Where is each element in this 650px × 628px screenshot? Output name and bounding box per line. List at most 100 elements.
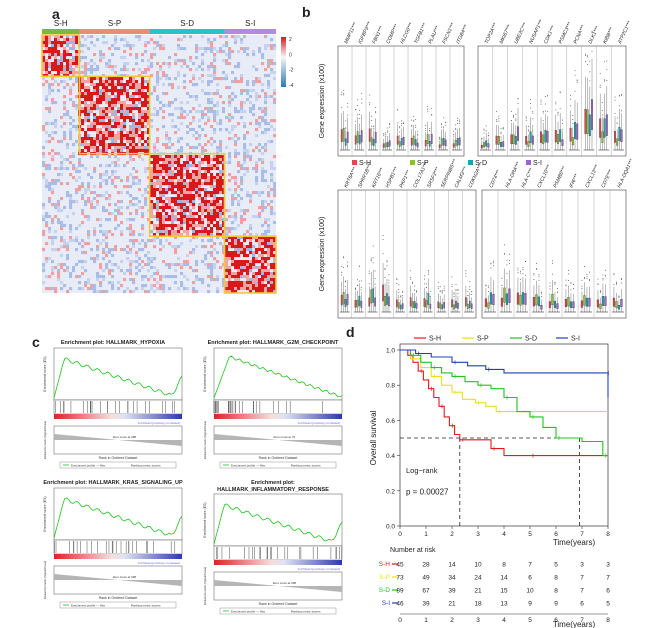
legend-swatch-0 — [352, 160, 357, 165]
box-S-I — [430, 134, 433, 144]
box-S-P — [370, 137, 373, 146]
group-label-2: S-D — [180, 19, 194, 28]
box-S-I — [388, 140, 391, 147]
gsea-xlabel: Rank in Ordered Dataset — [259, 602, 298, 606]
box-S-I — [402, 136, 405, 145]
km-xtick: 1 — [424, 531, 428, 538]
risk-xtick: 8 — [606, 617, 610, 624]
km-ytick: 0.8 — [386, 383, 395, 390]
heatmap-cells — [42, 35, 277, 294]
km-xtick: 7 — [580, 531, 584, 538]
gsea-corr: 'LH=Mean'(positively correlated) — [137, 421, 180, 425]
box-S-D — [553, 300, 557, 308]
box-S-D — [601, 296, 605, 306]
box-S-P — [519, 295, 522, 306]
km-xtick: 3 — [476, 531, 480, 538]
box-S-P — [567, 297, 570, 307]
box-S-H — [438, 144, 441, 149]
box-S-D — [574, 122, 576, 140]
box-S-H — [500, 297, 504, 307]
gsea-xlabel: Rank in Ordered Dataset — [99, 456, 138, 460]
box-S-P — [384, 296, 386, 306]
box-S-I — [524, 293, 527, 305]
gsea-legend-2: Ranking metric scores — [291, 464, 321, 468]
gene-label: ITGB4*** — [455, 23, 469, 45]
gsea-title: Enrichment plot: HALLMARK_HYPOXIA — [61, 340, 165, 346]
gsea-plot-0: Enrichment plot: HALLMARK_HYPOXIA Enrichm… — [43, 340, 183, 469]
legend-swatch-1 — [410, 160, 415, 165]
boxplot-figure: MMP11***IGFBP3***FBN1*** COMP*** HLCG0*** T… — [319, 18, 635, 319]
risk-cell: 9 — [554, 601, 558, 608]
es-curve — [213, 355, 343, 399]
box-S-H — [437, 301, 440, 309]
box-S-H — [599, 118, 602, 138]
gsea-rank-label: Ranked list metric (Signal2Noise) — [203, 421, 207, 459]
risk-xtick: 5 — [528, 617, 532, 624]
gene-label: ATP2C1*** — [617, 19, 634, 45]
risk-cell: 6 — [528, 575, 532, 582]
risk-xtick: 3 — [476, 617, 480, 624]
risk-cell: 7 — [580, 575, 584, 582]
legend-label-2: S-D — [475, 160, 487, 167]
box-S-D — [585, 297, 589, 307]
risk-xtick: 6 — [554, 617, 558, 624]
box-S-I — [492, 293, 495, 306]
risk-xtick: 2 — [450, 617, 454, 624]
box-S-I — [620, 129, 623, 142]
rank-metric-area — [54, 574, 182, 586]
gene-label: DLK1*** — [587, 25, 601, 45]
gene-label: HLA-DQA1*** — [616, 157, 635, 188]
box-S-H — [516, 292, 520, 305]
box-S-P — [412, 135, 415, 145]
box-S-P — [454, 139, 457, 147]
gene-label: HLCG0*** — [399, 21, 414, 45]
gene-label: SRSF2*** — [426, 165, 441, 188]
box-S-D — [400, 138, 403, 146]
box-S-D — [442, 137, 445, 146]
group-label-3: S-I — [245, 19, 255, 28]
box-S-I — [572, 301, 575, 309]
gsea-ylabel: Enrichment score (ES) — [203, 502, 207, 537]
box-S-D — [358, 135, 361, 145]
gene-label: CDK1*** — [543, 24, 557, 45]
box-S-D — [617, 305, 621, 310]
box-S-P — [497, 136, 500, 145]
gene-label: PSMC3*** — [558, 20, 574, 44]
box-S-P — [425, 300, 428, 308]
risk-cell: 34 — [448, 575, 456, 582]
risk-cell: 24 — [474, 575, 482, 582]
gsea-plot-1: Enrichment plot: HALLMARK_G2M_CHECKPOINT… — [203, 340, 343, 469]
gsea-xlabel: Rank in Ordered Dataset — [259, 456, 298, 460]
risk-cell: 8 — [502, 562, 506, 569]
box-S-P — [342, 128, 345, 142]
box-S-H — [368, 297, 371, 307]
box-S-I — [502, 141, 505, 147]
box-S-D — [485, 140, 488, 147]
box-S-I — [591, 99, 593, 130]
box-S-P — [398, 141, 401, 147]
box-S-H — [465, 297, 467, 307]
risk-cell: 3 — [580, 562, 584, 569]
km-xtick: 8 — [606, 531, 610, 538]
gsea-legend-2: Ranking metric scores — [131, 464, 161, 468]
group-label-0: S-H — [54, 19, 68, 28]
box-S-P — [583, 295, 586, 306]
km-plot-area — [399, 343, 609, 527]
gsea-ylabel: Enrichment score (ES) — [203, 356, 207, 391]
gsea-ylabel: Enrichment score (ES) — [43, 496, 47, 531]
gene-label: FBN1*** — [371, 24, 385, 44]
gene-label: NUSAP1*** — [528, 18, 545, 45]
box-S-D — [358, 295, 361, 306]
risk-cell: 5 — [554, 562, 558, 569]
box-S-P — [440, 138, 443, 146]
risk-cell: 10 — [526, 588, 534, 595]
box-S-D — [588, 114, 591, 137]
group-label-1: S-P — [108, 19, 121, 28]
gene-label: KRT16*** — [371, 166, 386, 189]
risk-row-label-0: S-H — [379, 561, 391, 568]
risk-cell: 9 — [528, 601, 532, 608]
gene-label: CALM3*** — [454, 165, 469, 189]
box-S-I — [374, 132, 377, 144]
box-S-I — [415, 303, 418, 309]
box-S-I — [620, 299, 623, 308]
